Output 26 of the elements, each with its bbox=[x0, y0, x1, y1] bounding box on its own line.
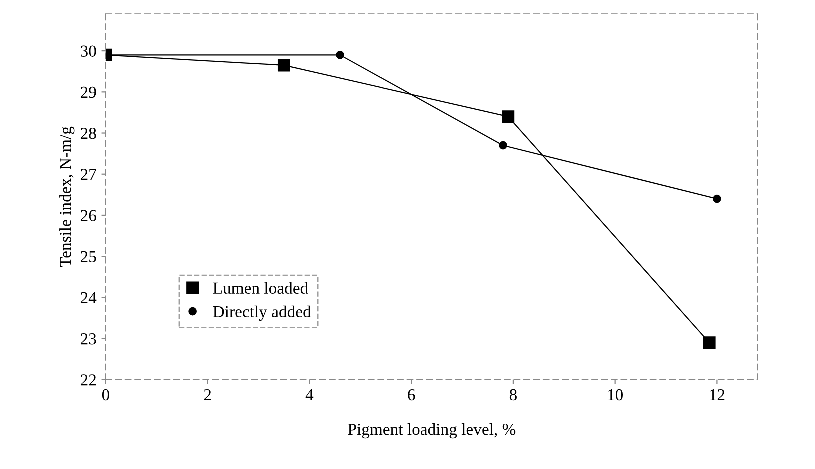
x-tick-label: 4 bbox=[306, 390, 314, 400]
point bbox=[502, 110, 515, 124]
y-tick-label: 26 bbox=[80, 210, 96, 222]
x-axis-title: Pigment loading level, % bbox=[348, 423, 516, 439]
x-tick-label: 8 bbox=[510, 389, 517, 401]
y-tick-label: 23 bbox=[80, 334, 96, 345]
point bbox=[499, 141, 508, 150]
x-tick-label: 2 bbox=[204, 389, 212, 400]
x-tick-label: 0 bbox=[102, 389, 110, 401]
y-tick-label: 22 bbox=[80, 374, 96, 386]
point bbox=[713, 194, 722, 204]
x-tick-label: 6 bbox=[408, 389, 416, 401]
y-tick-label: 25 bbox=[80, 251, 96, 263]
point bbox=[703, 336, 716, 350]
y-tick-label: 28 bbox=[80, 128, 96, 140]
point bbox=[336, 51, 344, 60]
point bbox=[278, 59, 290, 72]
x-tick-label: 12 bbox=[710, 389, 725, 400]
y-tick-label: 27 bbox=[80, 169, 96, 180]
x-tick-label: 10 bbox=[608, 389, 624, 401]
y-tick-label: 30 bbox=[81, 46, 96, 58]
y-tick-label: 24 bbox=[80, 292, 97, 304]
legend-label: Lumen loaded bbox=[213, 282, 308, 294]
y-tick-label: 29 bbox=[80, 86, 96, 98]
y-axis-title: Tensile index, N-m/g bbox=[60, 126, 75, 268]
legend-label: Directly added bbox=[213, 306, 312, 321]
